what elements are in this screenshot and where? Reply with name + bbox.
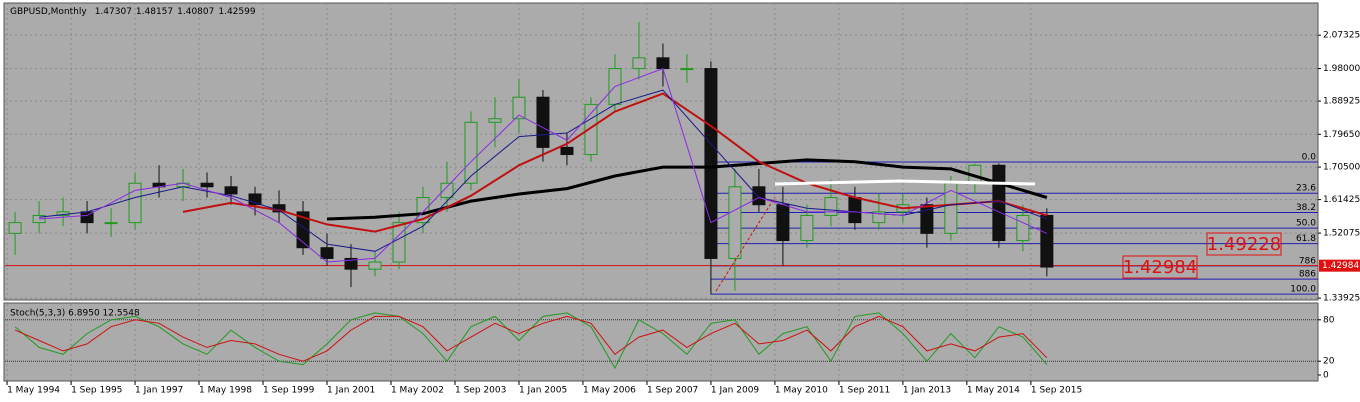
- fib-label: 61.8: [1296, 234, 1316, 244]
- fib-label: 0.0: [1302, 152, 1317, 162]
- resistance-line: [774, 179, 1036, 186]
- candle-body: [416, 197, 430, 224]
- price-box: [1122, 255, 1198, 279]
- x-tick-label: 1 Jan 2013: [903, 386, 951, 396]
- candle-body: [512, 96, 526, 120]
- candle-body: [872, 211, 886, 224]
- y-tick-label: 1.88925: [1323, 97, 1360, 107]
- stoch-panel: [3, 302, 1319, 382]
- symbol: GBPUSD,Monthly: [10, 7, 87, 17]
- stoch-d: [14, 315, 1048, 362]
- candle-body: [800, 214, 814, 242]
- candle-body: [224, 186, 238, 195]
- candle-body: [248, 193, 262, 206]
- price-box-label: 1.42984: [1123, 257, 1197, 278]
- candle-body: [560, 146, 574, 156]
- candle-body: [1016, 214, 1030, 242]
- candle-body: [296, 211, 310, 249]
- moving-average: [39, 67, 1048, 263]
- stoch-title: Stoch(5,3,3) 6.8950 12.5548: [10, 309, 140, 319]
- candle-body: [320, 247, 334, 259]
- candle-body: [752, 186, 766, 206]
- price-box: [1206, 232, 1282, 256]
- x-tick-label: 1 Jan 1997: [135, 386, 183, 396]
- bid-label: 1.42984: [1322, 261, 1359, 271]
- y-tick-label: 1.33925: [1323, 294, 1360, 304]
- fib-label: 100.0: [1290, 285, 1316, 295]
- candle-body: [200, 182, 214, 188]
- candle-body: [704, 68, 718, 259]
- moving-average: [182, 92, 1048, 233]
- fib-label: 786: [1299, 256, 1316, 266]
- y-tick-label: 1.52075: [1323, 229, 1360, 239]
- x-tick-label: 1 Jan 2009: [711, 386, 759, 396]
- candle-body: [392, 222, 406, 263]
- y-tick-label: 1.79650: [1323, 130, 1360, 140]
- x-tick-label: 1 Sep 2003: [455, 386, 506, 396]
- x-tick-label: 1 May 2006: [583, 386, 636, 396]
- x-tick-label: 1 May 2002: [391, 386, 444, 396]
- y-tick-label: 1.61425: [1323, 195, 1360, 205]
- candle-body: [632, 57, 646, 70]
- y-tick-label: 2.07325: [1323, 31, 1360, 41]
- y-tick-label: 1.98000: [1323, 64, 1360, 74]
- candle-body: [536, 96, 550, 148]
- ohlc-value: 1.47307: [95, 7, 132, 17]
- candle-body: [440, 182, 454, 199]
- header: GBPUSD,Monthly 1.47307 1.48157 1.40807 1.425…: [10, 7, 256, 17]
- price-box-label: 1.49228: [1207, 234, 1281, 255]
- candle-body: [680, 68, 694, 71]
- layer: 2.07325 1.98000 1.88925 1.79650 1.70500 1.614…: [5, 3, 1360, 396]
- ohlc-value: 1.42599: [218, 7, 255, 17]
- candle-body: [104, 222, 118, 225]
- x-tick-label: 1 Jan 2001: [327, 386, 375, 396]
- x-tick-label: 1 Sep 2011: [839, 386, 890, 396]
- candle-body: [776, 204, 790, 242]
- stoch-tick-label: 20: [1323, 357, 1335, 367]
- candle-body: [464, 121, 478, 184]
- x-tick-label: 1 May 2014: [967, 386, 1020, 396]
- candle-body: [1040, 214, 1054, 268]
- candle-body: [656, 57, 670, 70]
- ohlc-value: 1.48157: [136, 7, 173, 17]
- candle-body: [920, 204, 934, 234]
- candle-body: [368, 261, 382, 270]
- candle-body: [8, 222, 22, 234]
- price-panel: [3, 2, 1319, 301]
- candle-body: [848, 197, 862, 224]
- y-tick-label: 1.70500: [1323, 163, 1360, 173]
- trend-line: [715, 196, 776, 292]
- x-tick-label: 1 Sep 1999: [263, 386, 315, 396]
- candle-body: [728, 186, 742, 259]
- candle-body: [344, 257, 358, 270]
- candle-body: [824, 197, 838, 216]
- x-tick-label: 1 Sep 2015: [1031, 386, 1082, 396]
- ohlc-value: 1.40807: [177, 7, 214, 17]
- x-tick-label: 1 May 1994: [7, 386, 60, 396]
- x-tick-label: 1 Sep 2007: [647, 386, 698, 396]
- x-tick-label: 1 May 2010: [775, 386, 828, 396]
- x-tick-label: 1 Sep 1995: [71, 386, 122, 396]
- stoch-tick-label: 0: [1323, 371, 1329, 381]
- candle-body: [488, 118, 502, 123]
- fib-label: 23.6: [1296, 184, 1316, 194]
- fib-label: 38.2: [1296, 203, 1316, 213]
- fib-label: 886: [1299, 270, 1316, 280]
- x-tick-label: 1 May 1998: [199, 386, 252, 396]
- candle-body: [128, 182, 142, 224]
- x-tick-label: 1 Jan 2005: [519, 386, 567, 396]
- fib-label: 50.0: [1296, 219, 1316, 229]
- bid-tag: [1319, 259, 1360, 272]
- stoch-tick-label: 80: [1323, 315, 1335, 325]
